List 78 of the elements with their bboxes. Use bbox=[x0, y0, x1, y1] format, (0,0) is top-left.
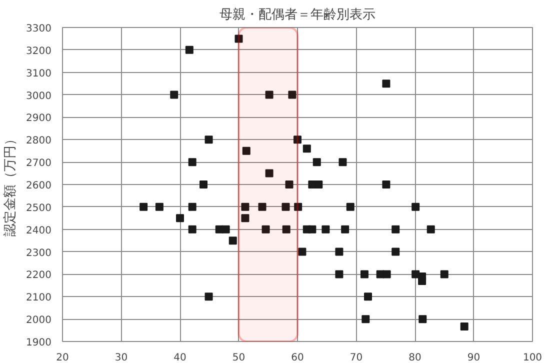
x-tick-label: 60 bbox=[291, 352, 304, 363]
point bbox=[241, 202, 250, 211]
point bbox=[322, 225, 330, 234]
point bbox=[294, 202, 302, 211]
y-tick-label: 2200 bbox=[26, 270, 52, 282]
point bbox=[228, 236, 237, 245]
point bbox=[364, 292, 372, 301]
point bbox=[188, 202, 196, 211]
point bbox=[170, 90, 178, 99]
point bbox=[200, 180, 208, 188]
y-tick-label: 3000 bbox=[26, 90, 52, 102]
point bbox=[346, 202, 354, 211]
point bbox=[204, 136, 213, 144]
point bbox=[241, 214, 250, 222]
y-tick-label: 2100 bbox=[26, 292, 52, 304]
y-tick-label: 2900 bbox=[26, 113, 52, 124]
point bbox=[288, 90, 296, 99]
point bbox=[282, 202, 290, 211]
point bbox=[262, 225, 270, 234]
x-tick-label: 50 bbox=[232, 352, 246, 363]
y-tick-label: 2500 bbox=[26, 202, 52, 214]
x-tick-label: 40 bbox=[174, 352, 186, 363]
point bbox=[155, 202, 164, 211]
x-tick-label: 70 bbox=[350, 352, 363, 363]
point bbox=[140, 202, 148, 211]
point bbox=[362, 315, 370, 324]
point bbox=[426, 225, 435, 234]
point bbox=[338, 158, 347, 166]
x-tick-label: 20 bbox=[56, 352, 69, 363]
point bbox=[176, 214, 184, 222]
y-tick-label: 2300 bbox=[26, 248, 52, 259]
y-tick-label: 2000 bbox=[26, 315, 52, 326]
y-tick-label: 3100 bbox=[26, 68, 52, 80]
y-tick-label: 2800 bbox=[26, 136, 52, 147]
chart-title: 母親・配偶者＝年齢別表示 bbox=[220, 8, 376, 22]
y-tick-label: 2600 bbox=[26, 180, 52, 192]
y-tick-label: 2700 bbox=[26, 158, 52, 170]
x-tick-label: 80 bbox=[408, 352, 422, 363]
point bbox=[308, 225, 316, 234]
point bbox=[285, 180, 294, 188]
x-tick-label: 100 bbox=[522, 352, 542, 363]
point bbox=[188, 225, 196, 234]
point bbox=[188, 158, 196, 166]
point bbox=[418, 276, 426, 285]
point bbox=[382, 180, 390, 188]
point bbox=[392, 248, 400, 256]
x-tick-label: 30 bbox=[114, 352, 128, 363]
point bbox=[335, 270, 344, 278]
point bbox=[204, 292, 213, 301]
point bbox=[460, 322, 468, 330]
point bbox=[298, 248, 306, 256]
y-tick-label: 3200 bbox=[26, 46, 52, 57]
point bbox=[234, 34, 243, 43]
point bbox=[265, 90, 274, 99]
y-axis-title: 認定金額（万円） bbox=[3, 132, 18, 236]
y-tick-label: 3300 bbox=[26, 24, 52, 34]
point bbox=[265, 169, 274, 178]
point bbox=[222, 225, 230, 234]
point bbox=[392, 225, 400, 234]
point bbox=[282, 225, 290, 234]
point bbox=[440, 270, 448, 278]
point bbox=[382, 80, 390, 88]
point bbox=[418, 315, 427, 324]
point bbox=[312, 158, 321, 166]
point bbox=[382, 270, 391, 278]
point bbox=[302, 144, 311, 153]
y-tick-label: 1900 bbox=[26, 338, 52, 348]
point bbox=[360, 270, 368, 278]
point bbox=[335, 248, 344, 256]
point bbox=[412, 202, 420, 211]
point bbox=[314, 180, 323, 188]
point bbox=[341, 225, 350, 234]
y-tick-label: 2400 bbox=[26, 225, 52, 236]
point bbox=[185, 46, 194, 54]
point bbox=[242, 146, 250, 155]
point bbox=[258, 202, 266, 211]
point bbox=[294, 136, 302, 144]
x-tick-label: 90 bbox=[467, 352, 480, 363]
